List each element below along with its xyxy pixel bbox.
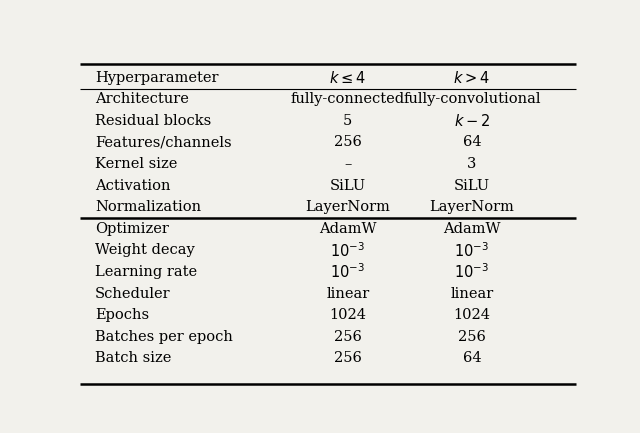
Text: $k - 2$: $k - 2$ [454, 113, 490, 129]
Text: 1024: 1024 [453, 308, 490, 322]
Text: linear: linear [450, 287, 493, 301]
Text: 1024: 1024 [330, 308, 366, 322]
Text: linear: linear [326, 287, 369, 301]
Text: 256: 256 [334, 136, 362, 149]
Text: $10^{-3}$: $10^{-3}$ [454, 241, 490, 260]
Text: Features/channels: Features/channels [95, 136, 232, 149]
Text: 5: 5 [343, 114, 353, 128]
Text: Epochs: Epochs [95, 308, 149, 322]
Text: Hyperparameter: Hyperparameter [95, 71, 218, 85]
Text: 64: 64 [463, 351, 481, 365]
Text: LayerNorm: LayerNorm [305, 200, 390, 214]
Text: fully-convolutional: fully-convolutional [403, 92, 541, 107]
Text: SiLU: SiLU [330, 179, 366, 193]
Text: Optimizer: Optimizer [95, 222, 169, 236]
Text: Normalization: Normalization [95, 200, 201, 214]
Text: $10^{-3}$: $10^{-3}$ [454, 263, 490, 281]
Text: Batch size: Batch size [95, 351, 172, 365]
Text: $10^{-3}$: $10^{-3}$ [330, 241, 365, 260]
Text: 3: 3 [467, 157, 477, 171]
Text: 64: 64 [463, 136, 481, 149]
Text: 256: 256 [334, 351, 362, 365]
Text: Architecture: Architecture [95, 92, 189, 107]
Text: –: – [344, 157, 351, 171]
Text: Weight decay: Weight decay [95, 243, 195, 257]
Text: SiLU: SiLU [454, 179, 490, 193]
Text: Learning rate: Learning rate [95, 265, 197, 279]
Text: LayerNorm: LayerNorm [429, 200, 515, 214]
Text: Residual blocks: Residual blocks [95, 114, 211, 128]
Text: Kernel size: Kernel size [95, 157, 177, 171]
Text: $k \leq 4$: $k \leq 4$ [330, 70, 366, 86]
Text: fully-connected: fully-connected [291, 92, 405, 107]
Text: Scheduler: Scheduler [95, 287, 170, 301]
Text: Activation: Activation [95, 179, 170, 193]
Text: 256: 256 [334, 330, 362, 344]
Text: AdamW: AdamW [443, 222, 500, 236]
Text: 256: 256 [458, 330, 486, 344]
Text: AdamW: AdamW [319, 222, 376, 236]
Text: $10^{-3}$: $10^{-3}$ [330, 263, 365, 281]
Text: $k > 4$: $k > 4$ [453, 70, 490, 86]
Text: Batches per epoch: Batches per epoch [95, 330, 233, 344]
